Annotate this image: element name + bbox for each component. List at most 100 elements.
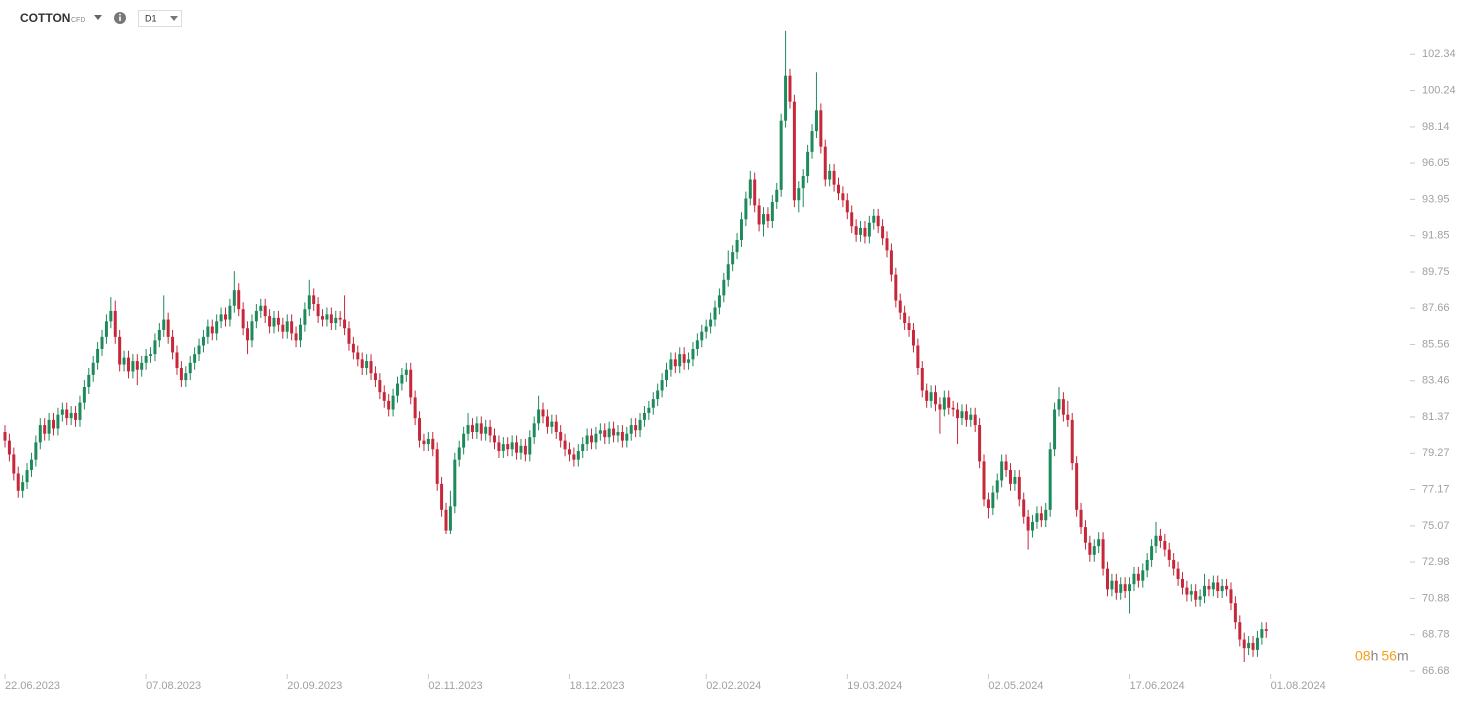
candle-body [290, 321, 294, 334]
candle-body [541, 409, 545, 417]
candle-body [237, 290, 241, 310]
y-tick-label: 75.07 [1422, 520, 1450, 532]
candle-body [7, 440, 11, 455]
candle-body [528, 437, 532, 455]
candle-body [625, 433, 629, 441]
candle-body [65, 409, 69, 419]
candle-body [268, 316, 272, 327]
candle-body [810, 131, 814, 152]
candle-body [448, 506, 452, 531]
candle-body [978, 425, 982, 462]
candle-body [1026, 516, 1030, 531]
candle-body [78, 402, 82, 420]
candle-body [369, 361, 373, 374]
candle-body [444, 509, 448, 531]
candle-body [1158, 535, 1162, 541]
candle-body [334, 317, 338, 324]
candle-body [100, 336, 104, 349]
candle-body [819, 110, 823, 147]
candle-body [131, 361, 135, 372]
candle-body [947, 397, 951, 408]
candle-body [1004, 461, 1008, 471]
candle-body [1145, 559, 1149, 571]
candle-body [74, 412, 78, 420]
y-tick-label: 68.78 [1422, 629, 1450, 641]
candle-body [532, 423, 536, 438]
candle-body [762, 214, 766, 225]
candle-body [629, 425, 633, 434]
candle-body [1172, 559, 1176, 569]
candle-body [387, 400, 391, 410]
candle-body [157, 329, 161, 341]
candle-body [166, 319, 170, 337]
candle-body [307, 295, 311, 310]
candle-body [920, 367, 924, 391]
x-tick-label: 17.06.2024 [1130, 680, 1185, 692]
candle-body [228, 305, 232, 320]
candle-body [934, 392, 938, 405]
candle-body [1238, 622, 1242, 640]
candle-body [1216, 582, 1220, 592]
candle-body [193, 354, 197, 363]
candle-body [784, 75, 788, 121]
candle-body [1061, 399, 1065, 415]
candle-body [171, 336, 175, 353]
candle-body [1000, 461, 1004, 481]
candle-body [453, 459, 457, 507]
candle-body [506, 444, 510, 450]
candle-body [1264, 629, 1268, 631]
x-tick-label: 02.05.2024 [988, 680, 1043, 692]
candle-body [378, 380, 382, 393]
candle-body [12, 454, 16, 474]
candle-body [709, 319, 713, 327]
candle-body [409, 369, 413, 398]
candle-body [382, 392, 386, 401]
candle-body [184, 373, 188, 381]
candle-body [898, 300, 902, 313]
candle-body [351, 343, 355, 353]
timeframe-select[interactable] [138, 10, 182, 27]
countdown-hours-unit: h [1371, 648, 1379, 664]
candle-body [1150, 546, 1154, 560]
candle-body [365, 361, 369, 368]
candle-body [246, 328, 250, 341]
candle-body [1119, 584, 1123, 593]
symbol[interactable]: COTTON [20, 11, 70, 25]
candle-body [660, 380, 664, 391]
candle-body [603, 430, 607, 438]
candle-body [894, 274, 898, 301]
candle-body [484, 426, 488, 434]
candle-body [356, 352, 360, 360]
candle-body [850, 212, 854, 227]
candle-body [775, 189, 779, 202]
candle-body [903, 312, 907, 324]
candle-body [1017, 476, 1021, 500]
candle-body [201, 336, 205, 346]
instrument-type: CFD [71, 17, 85, 24]
symbol-dropdown[interactable] [94, 15, 102, 20]
candle-body [303, 309, 307, 325]
candle-body [1225, 585, 1229, 590]
candle-body [321, 316, 325, 320]
candle-body [656, 390, 660, 400]
candle-body [563, 440, 567, 450]
candle-body [726, 264, 730, 280]
candle-body [722, 279, 726, 296]
candle-body [642, 412, 646, 420]
candle-body [391, 395, 395, 410]
candle-body [1163, 540, 1167, 550]
candle-body [1035, 513, 1039, 522]
candle-body [298, 324, 302, 341]
candle-body [153, 340, 157, 355]
candle-body [281, 324, 285, 332]
candle-body [700, 331, 704, 341]
candle-body [488, 426, 492, 436]
candle-body [991, 492, 995, 509]
candle-body [1070, 419, 1074, 464]
candle-body [1220, 585, 1224, 592]
candle-body [682, 354, 686, 363]
candle-body [1092, 546, 1096, 555]
candle-body [651, 399, 655, 408]
candle-body [457, 447, 461, 460]
